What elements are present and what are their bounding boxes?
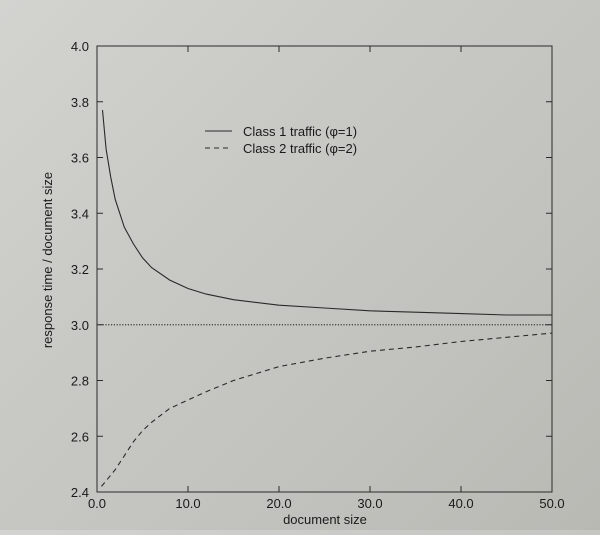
y-tick-label: 2.6 — [71, 429, 89, 444]
y-tick-label: 4.0 — [71, 39, 89, 54]
y-tick-label: 3.0 — [71, 318, 89, 333]
series-layer — [97, 110, 553, 487]
x-tick-label: 20.0 — [266, 496, 291, 511]
y-tick-label: 3.4 — [71, 206, 89, 221]
y-tick-label: 2.8 — [71, 374, 89, 389]
x-tick-label: 40.0 — [448, 496, 473, 511]
plot-area — [96, 45, 553, 493]
legend: Class 1 traffic (φ=1) Class 2 traffic (φ=… — [205, 124, 357, 156]
legend-label-1: Class 1 traffic (φ=1) — [243, 124, 357, 139]
plot-frame — [96, 45, 553, 493]
series-line-1 — [101, 110, 552, 316]
x-tick-label: 50.0 — [539, 496, 564, 511]
legend-label-2: Class 2 traffic (φ=2) — [243, 141, 357, 156]
y-tick-label: 3.2 — [71, 262, 89, 277]
x-tick-label: 30.0 — [357, 496, 382, 511]
x-tick-label: 0.0 — [88, 496, 106, 511]
series-line-2 — [101, 332, 553, 487]
y-axis-ticks: 2.4 2.6 2.8 3.0 3.2 3.4 3.6 3.8 4.0 — [71, 39, 552, 500]
x-axis-ticks: 0.0 10.0 20.0 30.0 40.0 50.0 — [88, 46, 565, 511]
x-axis-label: document size — [283, 512, 367, 527]
y-axis-label: response time / document size — [40, 172, 55, 348]
y-tick-label: 3.8 — [71, 95, 89, 110]
y-tick-label: 3.6 — [71, 151, 89, 166]
y-tick-label: 2.4 — [71, 485, 89, 500]
x-tick-label: 10.0 — [175, 496, 200, 511]
